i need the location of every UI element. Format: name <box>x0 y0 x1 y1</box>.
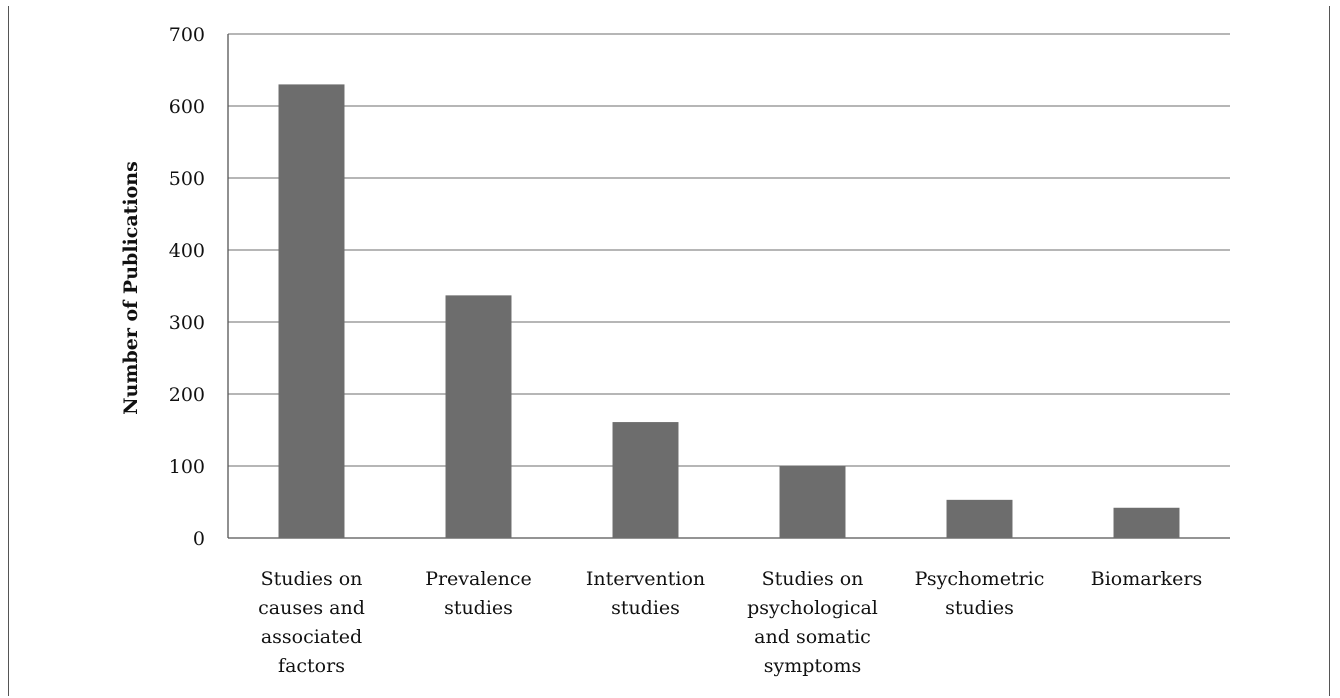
bar <box>1113 507 1180 538</box>
bar <box>946 499 1013 538</box>
x-category-label: Biomarkers <box>1091 568 1203 590</box>
x-category-label: causes and <box>258 597 365 619</box>
bar <box>612 422 679 538</box>
y-tick-labels: 0 100 200 300 400 500 600 700 <box>169 24 205 550</box>
bar <box>779 466 846 538</box>
bars <box>278 84 1180 539</box>
x-category-label: Intervention <box>586 568 705 590</box>
y-tick-label: 700 <box>169 24 205 46</box>
x-category-label: psychological <box>747 597 878 619</box>
x-category-label: Psychometric <box>915 568 1045 590</box>
x-category-label: studies <box>444 597 513 619</box>
figure-frame <box>8 6 1330 696</box>
x-category-label: Studies on <box>762 568 864 590</box>
x-category-label: studies <box>945 597 1014 619</box>
bar <box>278 84 345 539</box>
y-tick-label: 100 <box>169 456 205 478</box>
x-category-labels: Studies on causes and associated factors Pre… <box>258 568 1202 677</box>
y-tick-label: 400 <box>169 240 205 262</box>
x-category-label: symptoms <box>764 655 862 677</box>
x-category-label: and somatic <box>754 626 871 648</box>
x-category-label: Studies on <box>261 568 363 590</box>
y-axis-label: Number of Publications <box>120 161 142 415</box>
x-category-label: associated <box>261 626 362 648</box>
y-tick-label: 0 <box>193 528 205 550</box>
gridlines <box>227 33 1230 539</box>
y-tick-label: 200 <box>169 384 205 406</box>
bar <box>445 295 512 538</box>
x-category-label: Prevalence <box>425 568 532 590</box>
y-tick-label: 600 <box>169 96 205 118</box>
y-tick-label: 300 <box>169 312 205 334</box>
y-tick-label: 500 <box>169 168 205 190</box>
x-category-label: studies <box>611 597 680 619</box>
x-category-label: factors <box>278 655 345 677</box>
